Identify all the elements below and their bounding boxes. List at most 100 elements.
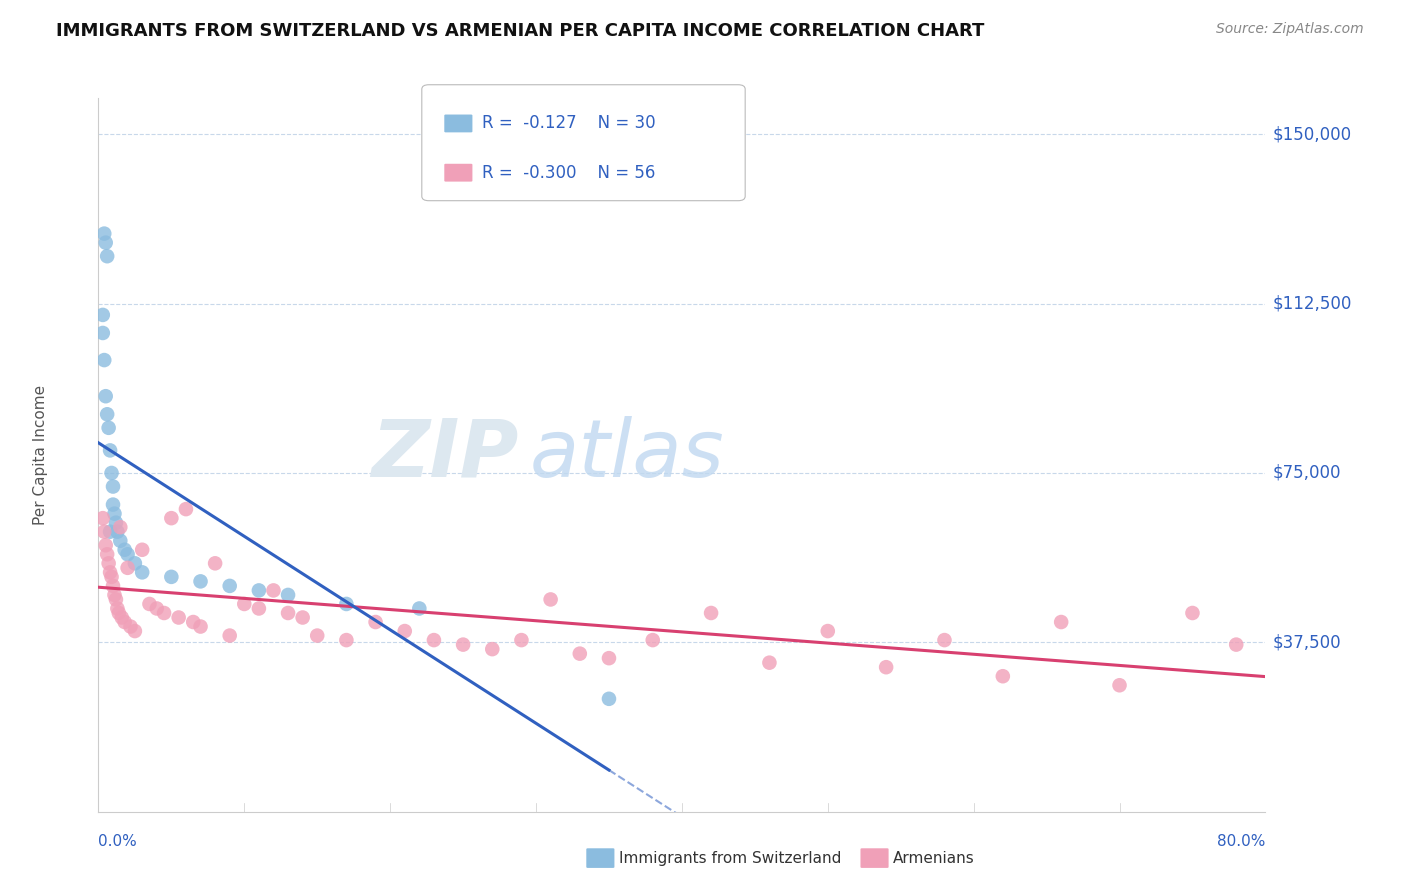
Point: [103, 588, 125, 602]
Point: [277, 588, 299, 602]
Point: [110, 520, 132, 534]
Point: [758, 656, 780, 670]
Text: R =  -0.300    N = 56: R = -0.300 N = 56: [482, 164, 655, 182]
Point: [103, 507, 125, 521]
Point: [364, 615, 387, 629]
Point: [481, 642, 503, 657]
Point: [131, 542, 153, 557]
Point: [104, 592, 127, 607]
Point: [100, 466, 122, 480]
Point: [423, 633, 446, 648]
Point: [262, 583, 284, 598]
Point: [218, 629, 240, 643]
Text: R =  -0.127    N = 30: R = -0.127 N = 30: [482, 114, 655, 132]
Point: [335, 597, 357, 611]
Point: [540, 592, 562, 607]
Point: [111, 610, 134, 624]
Point: [146, 601, 169, 615]
Point: [174, 502, 197, 516]
Point: [1225, 638, 1247, 652]
Point: [93, 524, 115, 539]
Point: [97, 557, 120, 571]
Text: $150,000: $150,000: [1272, 125, 1351, 144]
Point: [1108, 678, 1130, 692]
Text: 0.0%: 0.0%: [98, 834, 138, 849]
Point: [700, 606, 723, 620]
Text: IMMIGRANTS FROM SWITZERLAND VS ARMENIAN PER CAPITA INCOME CORRELATION CHART: IMMIGRANTS FROM SWITZERLAND VS ARMENIAN …: [56, 22, 984, 40]
Point: [94, 538, 117, 552]
Point: [114, 542, 136, 557]
Text: $112,500: $112,500: [1272, 294, 1351, 312]
Point: [190, 574, 212, 589]
Point: [408, 601, 430, 615]
Text: Immigrants from Switzerland: Immigrants from Switzerland: [619, 851, 841, 865]
Point: [991, 669, 1014, 683]
Point: [817, 624, 839, 638]
Text: $37,500: $37,500: [1272, 633, 1341, 651]
Point: [204, 557, 226, 571]
Point: [91, 326, 114, 340]
Point: [104, 516, 127, 530]
Point: [335, 633, 357, 648]
Point: [510, 633, 533, 648]
Point: [1181, 606, 1204, 620]
Point: [181, 615, 204, 629]
Point: [97, 421, 120, 435]
Point: [100, 570, 122, 584]
Point: [101, 479, 124, 493]
Point: [598, 691, 620, 706]
Point: [277, 606, 299, 620]
Point: [218, 579, 240, 593]
Point: [307, 629, 329, 643]
Point: [108, 606, 131, 620]
Point: [114, 615, 136, 629]
Point: [110, 533, 132, 548]
Point: [568, 647, 591, 661]
Text: Source: ZipAtlas.com: Source: ZipAtlas.com: [1216, 22, 1364, 37]
Point: [247, 601, 270, 615]
Point: [291, 610, 314, 624]
Point: [598, 651, 620, 665]
Point: [94, 389, 117, 403]
Point: [1050, 615, 1073, 629]
Point: [120, 619, 142, 633]
Point: [394, 624, 416, 638]
Text: ZIP: ZIP: [371, 416, 519, 494]
Point: [117, 547, 139, 561]
Point: [93, 227, 115, 241]
Point: [96, 407, 118, 421]
Point: [138, 597, 160, 611]
Text: atlas: atlas: [530, 416, 725, 494]
Point: [160, 570, 183, 584]
Point: [153, 606, 176, 620]
Point: [93, 353, 115, 368]
Text: $75,000: $75,000: [1272, 464, 1341, 482]
Point: [105, 524, 128, 539]
Point: [105, 601, 128, 615]
Point: [247, 583, 270, 598]
Point: [190, 619, 212, 633]
Point: [98, 524, 121, 539]
Point: [641, 633, 664, 648]
Point: [98, 566, 121, 580]
Text: 80.0%: 80.0%: [1218, 834, 1265, 849]
Point: [96, 547, 118, 561]
Point: [875, 660, 897, 674]
Point: [101, 498, 124, 512]
Point: [934, 633, 956, 648]
Point: [98, 443, 121, 458]
Point: [117, 561, 139, 575]
Text: Per Capita Income: Per Capita Income: [32, 384, 48, 525]
Point: [91, 308, 114, 322]
Point: [124, 557, 146, 571]
Point: [167, 610, 190, 624]
Point: [96, 249, 118, 263]
Point: [124, 624, 146, 638]
Point: [91, 511, 114, 525]
Point: [101, 579, 124, 593]
Text: Armenians: Armenians: [893, 851, 974, 865]
Point: [131, 566, 153, 580]
Point: [451, 638, 474, 652]
Point: [233, 597, 256, 611]
Point: [160, 511, 183, 525]
